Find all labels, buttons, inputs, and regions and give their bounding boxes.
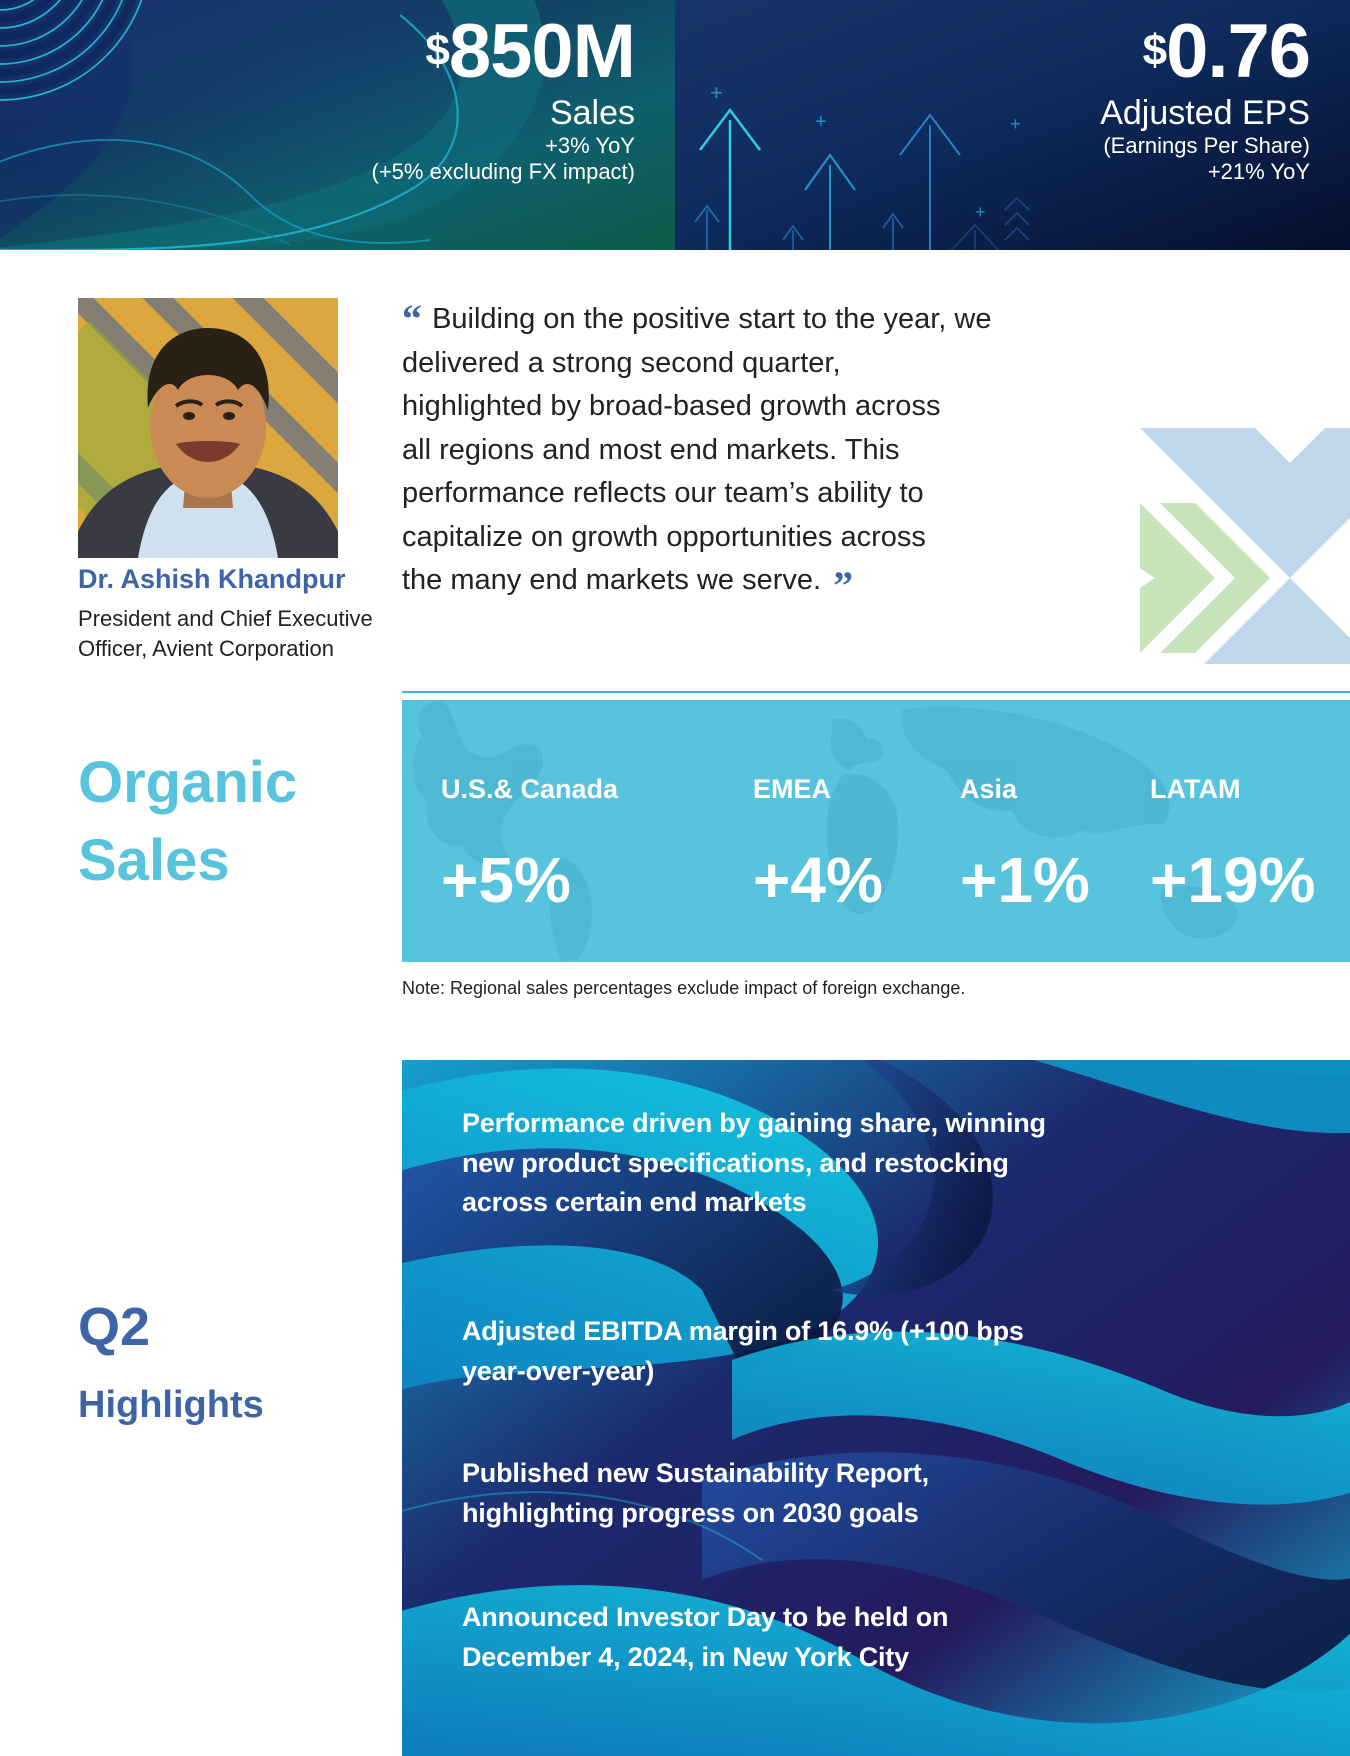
svg-text:+: + — [710, 80, 723, 105]
svg-text:+: + — [975, 202, 986, 222]
svg-text:+: + — [1010, 114, 1021, 134]
svg-text:+: + — [815, 111, 827, 133]
